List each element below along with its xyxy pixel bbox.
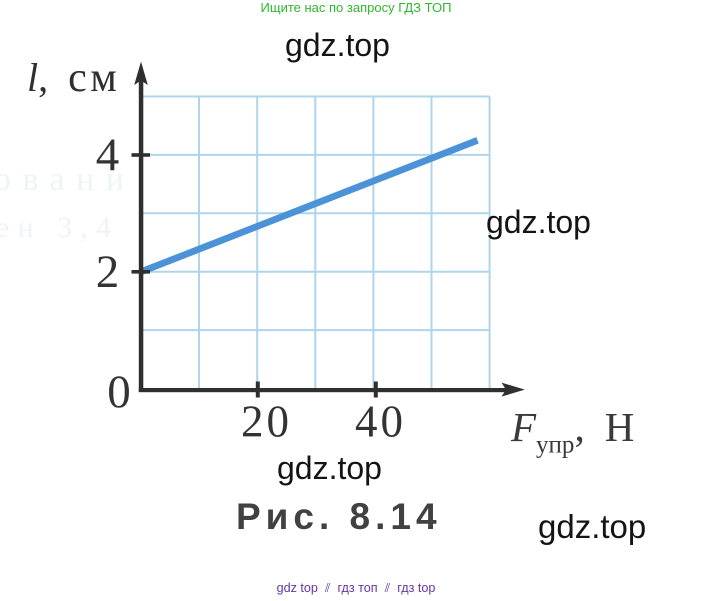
svg-text:ен 3,4: ен 3,4 — [0, 211, 111, 244]
svg-text:Fупр,Н: Fупр, Н — [510, 404, 634, 459]
svg-text:2: 2 — [96, 246, 120, 298]
svg-text:40: 40 — [355, 397, 406, 447]
svg-text:4: 4 — [96, 129, 120, 181]
svg-text:20: 20 — [241, 397, 292, 447]
svg-text:0: 0 — [107, 366, 131, 418]
svg-text:l,см: l, см — [27, 55, 120, 101]
